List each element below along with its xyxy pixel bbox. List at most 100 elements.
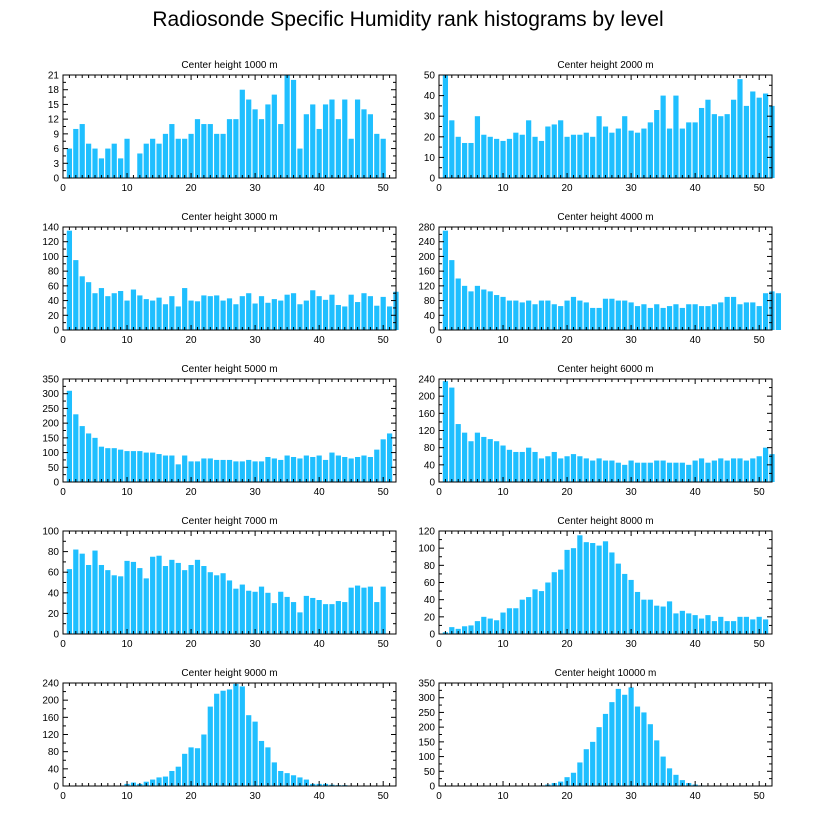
y-tick-label: 350: [42, 375, 59, 386]
histogram-bar: [506, 300, 513, 330]
histogram-bar: [532, 451, 538, 482]
x-tick-label: 20: [562, 639, 574, 650]
histogram-bar: [156, 143, 162, 178]
histogram-bar: [79, 276, 85, 330]
histogram-bar: [278, 300, 284, 330]
x-tick-label: 30: [626, 335, 638, 346]
histogram-bar: [182, 288, 188, 330]
histogram-bar: [558, 306, 564, 330]
histogram-bar: [718, 616, 724, 634]
histogram-bar: [79, 124, 85, 178]
histogram-bar: [743, 460, 749, 482]
y-tick-label: 100: [418, 544, 435, 555]
y-tick-label: 10: [424, 153, 436, 164]
histogram-bar: [361, 109, 367, 178]
histogram-bar: [487, 439, 493, 482]
histogram-bar: [124, 560, 130, 634]
histogram-bar: [660, 460, 666, 482]
histogram-bar: [577, 300, 583, 330]
histogram-bar: [602, 713, 609, 786]
histogram-bar: [641, 712, 647, 786]
histogram-bar: [673, 304, 679, 330]
x-tick-label: 40: [690, 487, 702, 498]
x-tick-label: 40: [314, 335, 326, 346]
histogram-bar: [615, 688, 621, 786]
histogram-bar: [66, 569, 73, 634]
histogram-bar: [214, 133, 220, 178]
histogram-bar: [220, 300, 226, 330]
histogram-bar: [194, 119, 201, 178]
y-tick-label: 280: [418, 223, 435, 234]
histogram-bar: [188, 461, 194, 482]
histogram-bar: [233, 461, 239, 482]
y-tick-label: 15: [48, 100, 60, 111]
histogram-bar: [303, 779, 309, 786]
histogram-bar: [462, 285, 468, 330]
histogram-bar: [474, 285, 481, 330]
histogram-bar: [342, 602, 348, 634]
x-tick-label: 0: [60, 183, 66, 194]
histogram-bar: [641, 304, 647, 330]
histogram-bar: [220, 133, 226, 178]
histogram-bar: [602, 126, 609, 178]
histogram-bar: [570, 134, 577, 178]
histogram-bar: [98, 446, 105, 482]
histogram-bar: [666, 462, 673, 482]
histogram-bar: [162, 133, 169, 178]
histogram-bar: [137, 451, 143, 482]
histogram-panel: Center height 7000 m 0 10 20 30 40 50 0 20 40 60 80…: [42, 516, 397, 650]
histogram-bar: [462, 626, 468, 634]
y-tick-label: 100: [42, 527, 59, 538]
histogram-bar: [596, 458, 602, 482]
histogram-bar: [519, 134, 525, 178]
histogram-bar: [718, 116, 724, 178]
histogram-panel: Center height 9000 m 0 10 20 30 40 50 0 40 80 120 1…: [42, 668, 397, 802]
y-tick-label: 21: [48, 71, 60, 82]
histogram-bar: [628, 302, 634, 330]
histogram-bar: [590, 543, 596, 634]
x-tick-label: 40: [314, 183, 326, 194]
histogram-bar: [570, 454, 577, 482]
y-tick-label: 300: [42, 389, 59, 400]
histogram-bar: [628, 579, 634, 634]
y-tick-label: 100: [42, 448, 59, 459]
histogram-bar: [711, 460, 717, 482]
histogram-bar: [583, 749, 589, 786]
histogram-bar: [361, 455, 367, 482]
histogram-bar: [367, 456, 373, 482]
x-tick-label: 50: [754, 791, 766, 802]
x-tick-label: 50: [378, 335, 390, 346]
histogram-bar: [194, 461, 201, 482]
x-tick-label: 40: [690, 791, 702, 802]
histogram-bar: [354, 302, 361, 330]
y-tick-label: 80: [48, 267, 60, 278]
histogram-bar: [111, 293, 117, 330]
x-tick-label: 20: [562, 791, 574, 802]
histogram-bar: [519, 451, 525, 482]
y-tick-label: 80: [48, 547, 60, 558]
y-tick-label: 200: [418, 252, 435, 263]
histogram-bar: [647, 599, 653, 634]
histogram-bar: [162, 455, 169, 482]
x-tick-label: 50: [378, 639, 390, 650]
histogram-bar: [532, 589, 538, 634]
histogram-bar: [150, 452, 156, 482]
histogram-bar: [506, 449, 513, 482]
y-tick-label: 160: [42, 713, 59, 724]
histogram-bar: [673, 462, 679, 482]
histogram-bar: [271, 94, 277, 178]
y-tick-label: 50: [424, 767, 436, 778]
histogram-bar: [615, 300, 621, 330]
histogram-bar: [583, 302, 589, 330]
histogram-bar: [750, 91, 756, 178]
y-tick-label: 100: [42, 252, 59, 263]
y-tick-label: 100: [418, 752, 435, 763]
histogram-bar: [322, 604, 329, 634]
panel-title: Center height 8000 m: [557, 516, 653, 527]
histogram-bar: [290, 293, 297, 330]
histogram-bar: [348, 587, 354, 634]
histogram-bar: [175, 766, 181, 786]
histogram-bar: [718, 458, 724, 482]
histogram-bar: [551, 304, 557, 330]
panel-title: Center height 5000 m: [181, 364, 277, 375]
